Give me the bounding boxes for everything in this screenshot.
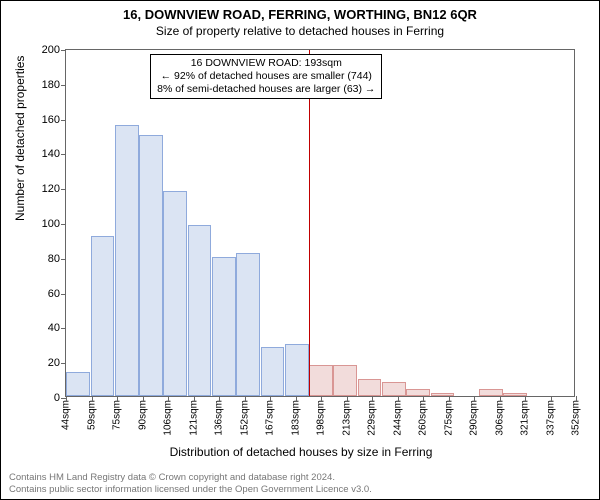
x-tick-label: 44sqm	[61, 396, 72, 430]
histogram-bar	[163, 191, 187, 396]
x-tick-label: 183sqm	[290, 396, 301, 436]
histogram-bar	[188, 225, 212, 396]
histogram-bar	[91, 236, 115, 396]
histogram-bar	[382, 382, 406, 396]
x-tick-label: 90sqm	[137, 396, 148, 430]
x-tick-label: 321sqm	[520, 396, 531, 436]
x-tick-mark	[576, 396, 577, 401]
annotation-box: 16 DOWNVIEW ROAD: 193sqm← 92% of detache…	[150, 54, 382, 99]
x-tick-label: 213sqm	[341, 396, 352, 436]
x-tick-mark	[321, 396, 322, 401]
x-tick-mark	[270, 396, 271, 401]
marker-line	[309, 50, 310, 396]
x-tick-mark	[66, 396, 67, 401]
x-tick-label: 121sqm	[188, 396, 199, 436]
x-tick-label: 198sqm	[316, 396, 327, 436]
x-tick-mark	[168, 396, 169, 401]
x-tick-mark	[372, 396, 373, 401]
footer-line-2: Contains public sector information licen…	[9, 484, 372, 495]
x-tick-label: 136sqm	[214, 396, 225, 436]
histogram-bar	[115, 125, 139, 396]
histogram-bar	[285, 344, 309, 396]
annotation-line: ← 92% of detached houses are smaller (74…	[157, 70, 375, 83]
y-axis-label: Number of detached properties	[13, 56, 27, 221]
x-tick-mark	[474, 396, 475, 401]
x-tick-mark	[194, 396, 195, 401]
x-tick-mark	[525, 396, 526, 401]
histogram-bar	[309, 365, 333, 396]
page-subtitle: Size of property relative to detached ho…	[1, 22, 599, 42]
histogram-bar	[261, 347, 285, 396]
x-tick-label: 75sqm	[112, 396, 123, 430]
x-tick-label: 229sqm	[367, 396, 378, 436]
x-tick-mark	[398, 396, 399, 401]
histogram-bar	[406, 389, 430, 396]
footer-line-1: Contains HM Land Registry data © Crown c…	[9, 472, 372, 483]
x-tick-mark	[500, 396, 501, 401]
histogram-bar	[333, 365, 357, 396]
x-tick-label: 337sqm	[545, 396, 556, 436]
x-tick-mark	[219, 396, 220, 401]
x-tick-mark	[245, 396, 246, 401]
x-tick-mark	[423, 396, 424, 401]
x-tick-label: 352sqm	[571, 396, 582, 436]
x-tick-mark	[296, 396, 297, 401]
x-tick-mark	[117, 396, 118, 401]
histogram-bar	[139, 135, 163, 396]
page-title: 16, DOWNVIEW ROAD, FERRING, WORTHING, BN…	[1, 1, 599, 22]
x-tick-mark	[92, 396, 93, 401]
x-tick-label: 306sqm	[494, 396, 505, 436]
x-tick-label: 167sqm	[265, 396, 276, 436]
x-tick-mark	[551, 396, 552, 401]
histogram-bar	[212, 257, 236, 396]
x-tick-label: 275sqm	[443, 396, 454, 436]
x-tick-label: 106sqm	[163, 396, 174, 436]
histogram-bar	[236, 253, 260, 396]
annotation-line: 8% of semi-detached houses are larger (6…	[157, 83, 375, 96]
footer-attribution: Contains HM Land Registry data © Crown c…	[9, 472, 372, 495]
x-tick-label: 152sqm	[239, 396, 250, 436]
bars-container	[66, 50, 574, 396]
histogram-bar	[479, 389, 503, 396]
x-tick-label: 260sqm	[418, 396, 429, 436]
histogram-bar	[358, 379, 382, 396]
x-tick-label: 59sqm	[86, 396, 97, 430]
x-tick-label: 244sqm	[392, 396, 403, 436]
annotation-line: 16 DOWNVIEW ROAD: 193sqm	[157, 57, 375, 70]
x-axis-label: Distribution of detached houses by size …	[1, 445, 600, 459]
x-tick-mark	[143, 396, 144, 401]
histogram-bar	[66, 372, 90, 396]
histogram-plot: 020406080100120140160180200 16 DOWNVIEW …	[65, 49, 575, 397]
x-tick-mark	[347, 396, 348, 401]
x-tick-mark	[449, 396, 450, 401]
x-tick-label: 290sqm	[469, 396, 480, 436]
